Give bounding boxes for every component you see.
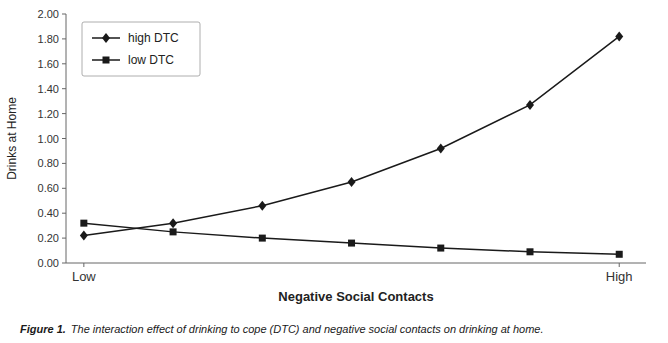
point — [259, 235, 266, 242]
point — [437, 143, 445, 153]
axes: 0.00 0.20 0.40 0.60 0.80 1.00 1.20 1.40 1.60 1.80… — [38, 8, 646, 284]
y-tick-label: 0.80 — [38, 157, 59, 169]
chart-container: 0.00 0.20 0.40 0.60 0.80 1.00 1.20 1.40 1.60 1.80… — [0, 0, 668, 343]
legend-marker — [102, 33, 110, 43]
legend: high DTC low DTC — [82, 22, 200, 76]
point — [437, 245, 444, 252]
y-tick-label: 1.40 — [38, 83, 59, 95]
legend-label: high DTC — [128, 31, 179, 45]
series — [80, 31, 623, 240]
x-tick-label: Low — [72, 269, 96, 284]
y-tick-label: 1.00 — [38, 133, 59, 145]
legend-marker — [103, 57, 110, 64]
series-line — [84, 223, 619, 254]
y-tick — [62, 14, 66, 15]
y-tick-label: 0.40 — [38, 207, 59, 219]
point — [348, 177, 356, 187]
chart-svg: 0.00 0.20 0.40 0.60 0.80 1.00 1.20 1.40 1.60 1.80… — [0, 0, 668, 343]
point — [615, 31, 623, 41]
y-tick — [62, 213, 66, 214]
caption: Figure 1. The interaction effect of drink… — [20, 323, 543, 335]
legend-label: low DTC — [128, 53, 174, 67]
y-tick-label: 0.20 — [38, 232, 59, 244]
y-tick — [62, 263, 66, 264]
y-tick-label: 1.60 — [38, 58, 59, 70]
x-tick — [619, 263, 620, 267]
legend-frame — [82, 22, 200, 76]
y-tick-label: 2.00 — [38, 8, 59, 20]
point — [258, 201, 266, 211]
point — [526, 100, 534, 110]
point — [348, 240, 355, 247]
point — [527, 248, 534, 255]
y-tick-label: 0.00 — [38, 257, 59, 269]
point — [80, 220, 87, 227]
series — [80, 220, 622, 258]
point — [80, 231, 88, 241]
plot-area — [80, 31, 623, 257]
y-tick-label: 1.80 — [38, 33, 59, 45]
point — [616, 251, 623, 258]
y-tick — [62, 63, 66, 64]
y-tick — [62, 138, 66, 139]
x-axis-line — [66, 263, 646, 264]
y-tick — [62, 188, 66, 189]
caption-part: Figure 1. — [20, 323, 66, 335]
y-tick — [62, 88, 66, 89]
point — [169, 218, 177, 228]
y-tick — [62, 38, 66, 39]
point — [170, 228, 177, 235]
caption-part: The interaction effect of drinking to co… — [71, 323, 544, 335]
y-axis-label: Drinks at Home — [5, 97, 19, 180]
y-tick-label: 0.60 — [38, 182, 59, 194]
series-line — [84, 36, 619, 235]
y-tick — [62, 113, 66, 114]
x-axis-label: Negative Social Contacts — [278, 289, 433, 304]
y-tick — [62, 163, 66, 164]
x-tick-label: High — [606, 269, 633, 284]
x-tick — [83, 263, 84, 267]
y-tick — [62, 238, 66, 239]
y-tick-label: 1.20 — [38, 108, 59, 120]
